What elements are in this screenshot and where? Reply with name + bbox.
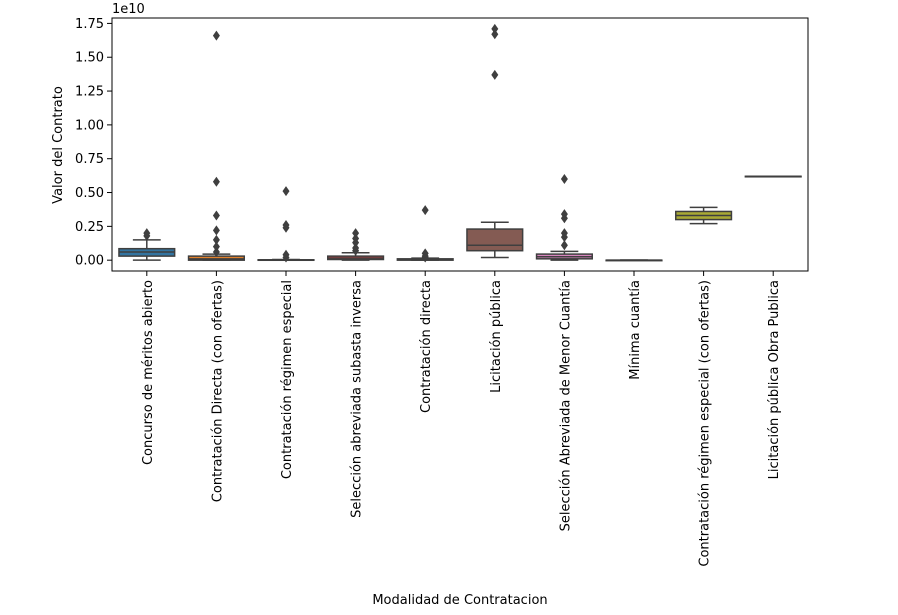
y-tick-label: 1.75	[75, 17, 104, 32]
x-tick-label: Concurso de méritos abierto	[141, 280, 156, 465]
outlier-point	[282, 249, 290, 260]
outlier-point	[143, 228, 151, 239]
outlier-point	[212, 234, 220, 245]
y-tick-label: 1.25	[75, 85, 104, 100]
box-group	[605, 259, 663, 262]
outlier-point	[560, 174, 568, 184]
outlier-point	[212, 225, 220, 236]
y-tick-label: 0.25	[75, 220, 104, 235]
box-group	[675, 206, 733, 225]
outlier-point	[491, 29, 499, 40]
x-axis-ticks: Concurso de méritos abierto Contratación …	[141, 271, 782, 567]
x-tick-label: Selección abreviada subasta inversa	[350, 280, 365, 518]
outlier-point	[352, 243, 360, 253]
outlier-point	[560, 209, 568, 220]
outlier-point	[212, 241, 220, 252]
box-group	[187, 30, 245, 261]
outlier-point	[491, 69, 499, 80]
x-tick-label: Selección Abreviada de Menor Cuantía	[558, 280, 573, 531]
x-tick-label: Contratación régimen especial (con ofert…	[698, 280, 713, 567]
outlier-point	[352, 233, 360, 244]
x-tick-label: Contratación directa	[419, 280, 434, 413]
x-axis-label: Modalidad de Contratacion	[372, 593, 547, 608]
outlier-point	[421, 248, 429, 259]
x-tick-label: Licitación pública Obra Publica	[767, 280, 782, 479]
box-group	[535, 174, 593, 261]
y-tick-label: 0.75	[75, 152, 104, 167]
outlier-point	[282, 220, 290, 230]
outlier-point	[421, 205, 429, 216]
outlier-point	[352, 228, 360, 239]
box-iqr	[466, 228, 524, 252]
y-tick-label: 1.00	[75, 118, 104, 133]
outlier-point	[282, 186, 290, 197]
outlier-point	[560, 228, 568, 239]
axes-frame	[111, 17, 809, 272]
y-tick-label: 1.50	[75, 51, 104, 66]
y-axis-label: Valor del Contrato	[51, 86, 66, 204]
box-group	[396, 205, 454, 263]
outlier-point	[491, 23, 499, 34]
box-group	[466, 23, 524, 259]
x-tick-label: Contratación Directa (con ofertas)	[210, 280, 225, 502]
box-group	[327, 228, 385, 261]
y-tick-label: 0.00	[75, 254, 104, 269]
box-group	[118, 228, 176, 261]
box-group	[257, 186, 315, 263]
y-axis-multiplier-label: 1e10	[112, 2, 145, 17]
plot-layer	[118, 23, 802, 263]
x-tick-label: Licitación pública	[489, 280, 504, 393]
box-group	[744, 175, 802, 178]
outlier-point	[560, 240, 568, 251]
y-tick-label: 0.50	[75, 186, 104, 201]
outlier-point	[212, 210, 220, 221]
outlier-point	[212, 247, 220, 258]
x-tick-label: Contratación régimen especial	[280, 280, 295, 479]
outlier-point	[212, 176, 220, 187]
x-tick-label: Mínima cuantía	[628, 280, 643, 380]
y-axis-ticks: 0.00 0.25 0.50 0.75 1.00 1.25 1.50 1.75	[75, 17, 112, 269]
outlier-point	[212, 30, 220, 41]
